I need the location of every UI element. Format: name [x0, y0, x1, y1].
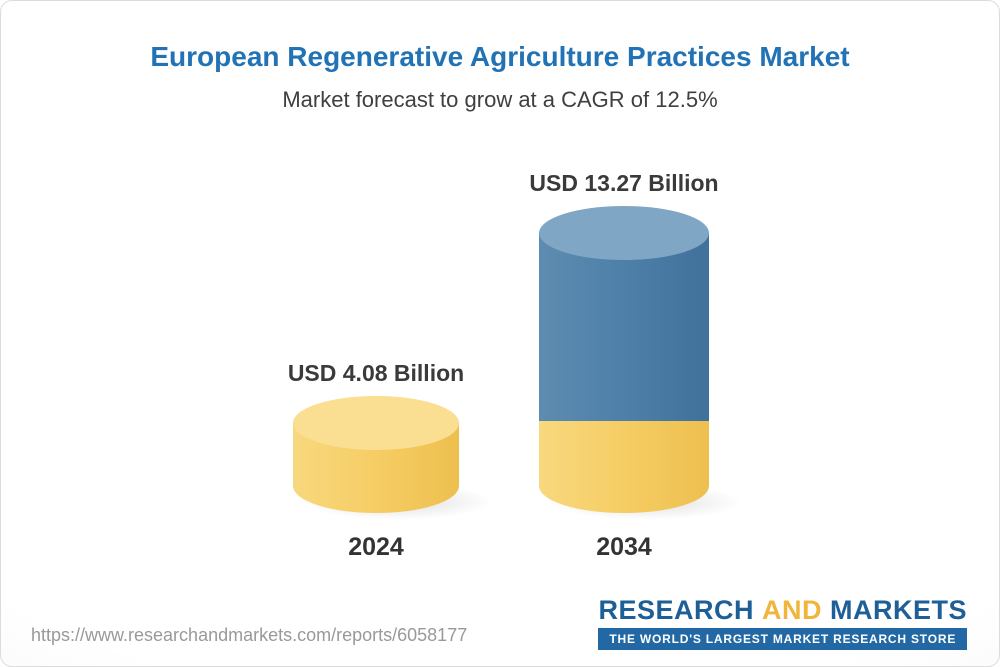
- bar-group-2024: USD 4.08 Billion 2024: [246, 358, 506, 562]
- cylinder-bar-2024: [293, 396, 493, 520]
- logo-word-markets: MARKETS: [830, 594, 967, 625]
- value-label-2034: USD 13.27 Billion: [529, 170, 719, 196]
- logo-tagline: THE WORLD'S LARGEST MARKET RESEARCH STOR…: [598, 628, 967, 650]
- logo-word-and: AND: [762, 594, 822, 625]
- cylinder-bar-2034: [539, 206, 743, 520]
- cylinder-blue-segment-2034: [539, 233, 709, 421]
- logo-word-research: RESEARCH: [598, 594, 754, 625]
- page-title: European Regenerative Agriculture Practi…: [150, 41, 850, 72]
- logo-wordmark: RESEARCH AND MARKETS: [598, 594, 967, 625]
- report-url-link[interactable]: https://www.researchandmarkets.com/repor…: [31, 625, 468, 645]
- axis-label-2024: 2024: [348, 533, 404, 561]
- value-label-2024: USD 4.08 Billion: [287, 360, 465, 386]
- axis-label-2034: 2034: [596, 533, 652, 561]
- page-subtitle: Market forecast to grow at a CAGR of 12.…: [282, 87, 718, 112]
- research-and-markets-logo: RESEARCH AND MARKETS THE WORLD'S LARGEST M…: [598, 594, 967, 650]
- header: European Regenerative Agriculture Practi…: [1, 41, 999, 113]
- bar-group-2034: USD 13.27 Billion 2034: [494, 168, 754, 562]
- cylinder-top-2034: [539, 206, 709, 260]
- cylinder-top-2024: [293, 396, 459, 450]
- cylinder-yellow-base-2034: [539, 421, 709, 513]
